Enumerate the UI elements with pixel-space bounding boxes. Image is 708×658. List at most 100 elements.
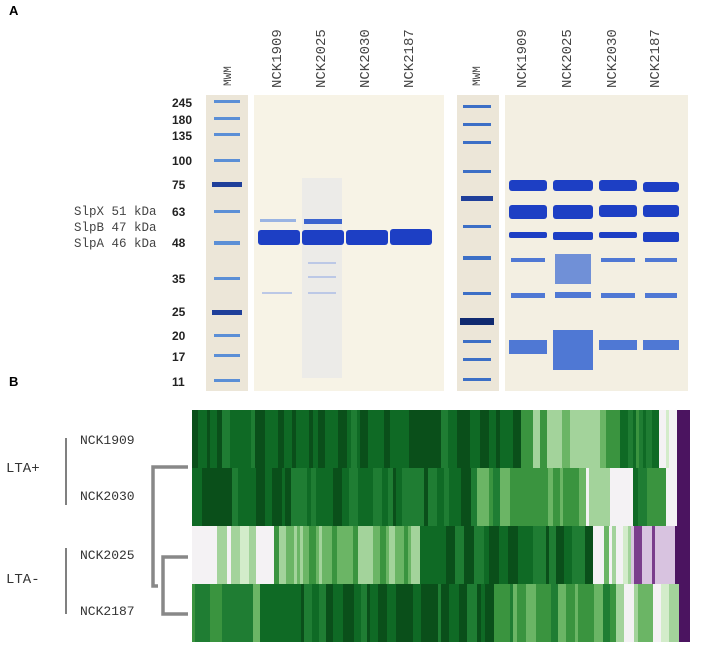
heatmap-cell — [238, 468, 248, 526]
heatmap-cell — [539, 526, 546, 584]
heatmap-cell — [578, 584, 588, 642]
heatmap-cell — [638, 468, 647, 526]
row-label-nck2030: NCK2030 — [80, 489, 135, 504]
heatmap-cell — [361, 584, 367, 642]
heatmap-cell — [301, 584, 304, 642]
heatmap-cell — [236, 410, 244, 468]
heatmap-cell — [440, 526, 446, 584]
heatmap-cell — [207, 410, 210, 468]
heatmap-cell — [265, 410, 268, 468]
heatmap-cell — [514, 526, 518, 584]
heatmap-cell — [423, 410, 433, 468]
heatmap-cell — [484, 526, 489, 584]
heatmap-cell — [364, 526, 373, 584]
heatmap-cell — [367, 584, 370, 642]
heatmap-cell — [231, 584, 236, 642]
heatmap-cell — [464, 526, 474, 584]
heatmap-cell — [222, 584, 231, 642]
heatmap-cell — [360, 410, 368, 468]
heatmap-cell — [232, 468, 238, 526]
row-label-nck2187: NCK2187 — [80, 604, 135, 619]
ladder-75: 75 — [172, 178, 186, 192]
heatmap-cell — [587, 410, 594, 468]
heatmap-cell — [325, 410, 331, 468]
heatmap-cell — [517, 584, 526, 642]
heatmap-cell — [662, 526, 671, 584]
heatmap-cell — [496, 410, 500, 468]
heatmap-cell — [413, 584, 421, 642]
heatmap-cell — [291, 584, 295, 642]
heatmap-cell — [299, 468, 307, 526]
heatmap-cell — [430, 584, 438, 642]
heatmap-cell — [208, 468, 217, 526]
heatmap-cell — [604, 468, 610, 526]
heatmap-cell — [510, 410, 513, 468]
heatmap-cell — [278, 410, 284, 468]
group-label-lta-plus: LTA+ — [6, 461, 40, 477]
heatmap-cell — [441, 410, 448, 468]
heatmap-cell — [546, 526, 549, 584]
heatmap-cell — [363, 468, 373, 526]
heatmap-cell — [513, 410, 521, 468]
heatmap-cell — [424, 468, 428, 526]
heatmap-cell — [485, 584, 494, 642]
heatmap-cell — [210, 410, 217, 468]
heatmap-cell — [404, 526, 408, 584]
ladder-17: 17 — [172, 350, 186, 364]
heatmap — [192, 410, 690, 642]
heatmap-cell — [553, 468, 560, 526]
heatmap-cell — [634, 526, 642, 584]
heatmap-cell — [316, 526, 319, 584]
heatmap-cell — [520, 468, 529, 526]
heatmap-cell — [292, 410, 296, 468]
band-label-slpa: SlpA 46 kDa — [74, 237, 157, 251]
heatmap-cell — [529, 468, 534, 526]
heatmap-cell — [304, 584, 308, 642]
heatmap-cell — [409, 410, 414, 468]
heatmap-cell — [652, 526, 655, 584]
heatmap-cell — [671, 526, 675, 584]
heatmap-cell — [222, 410, 230, 468]
heatmap-cell — [350, 584, 354, 642]
heatmap-cell — [384, 410, 390, 468]
ladder-180: 180 — [172, 113, 193, 127]
heatmap-cell — [389, 526, 395, 584]
heatmap-cell — [556, 410, 562, 468]
heatmap-cell — [483, 410, 489, 468]
heatmap-cell — [279, 526, 286, 584]
heatmap-cell — [255, 410, 265, 468]
heatmap-cell — [291, 468, 299, 526]
heatmap-cell — [300, 526, 303, 584]
heatmap-cell — [567, 410, 570, 468]
heatmap-cell — [414, 410, 423, 468]
ladder-20: 20 — [172, 329, 186, 343]
heatmap-cell — [563, 468, 572, 526]
heatmap-cell — [248, 468, 256, 526]
heatmap-cell — [457, 410, 465, 468]
heatmap-cell — [393, 468, 396, 526]
ladder-11: 11 — [172, 375, 185, 389]
gel2-marker-lane — [457, 95, 499, 391]
heatmap-cell — [195, 526, 201, 584]
heatmap-cell — [689, 526, 690, 584]
heatmap-cell — [192, 468, 202, 526]
heatmap-cell — [297, 526, 300, 584]
heatmap-cell — [513, 584, 517, 642]
heatmap-cell — [217, 468, 224, 526]
heatmap-cell — [192, 526, 195, 584]
heatmap-cell — [525, 526, 530, 584]
heatmap-cell — [354, 584, 361, 642]
heatmap-cell — [564, 526, 572, 584]
heatmap-cell — [285, 468, 291, 526]
heatmap-cell — [446, 526, 449, 584]
heatmap-cell — [477, 584, 481, 642]
heatmap-cell — [675, 526, 680, 584]
heatmap-cell — [337, 468, 342, 526]
heatmap-cell — [357, 410, 360, 468]
heatmap-cell — [195, 584, 200, 642]
heatmap-cell — [337, 526, 343, 584]
heatmap-cell — [211, 526, 217, 584]
ladder-135: 135 — [172, 129, 193, 143]
heatmap-cell — [461, 468, 471, 526]
heatmap-cell — [473, 410, 480, 468]
